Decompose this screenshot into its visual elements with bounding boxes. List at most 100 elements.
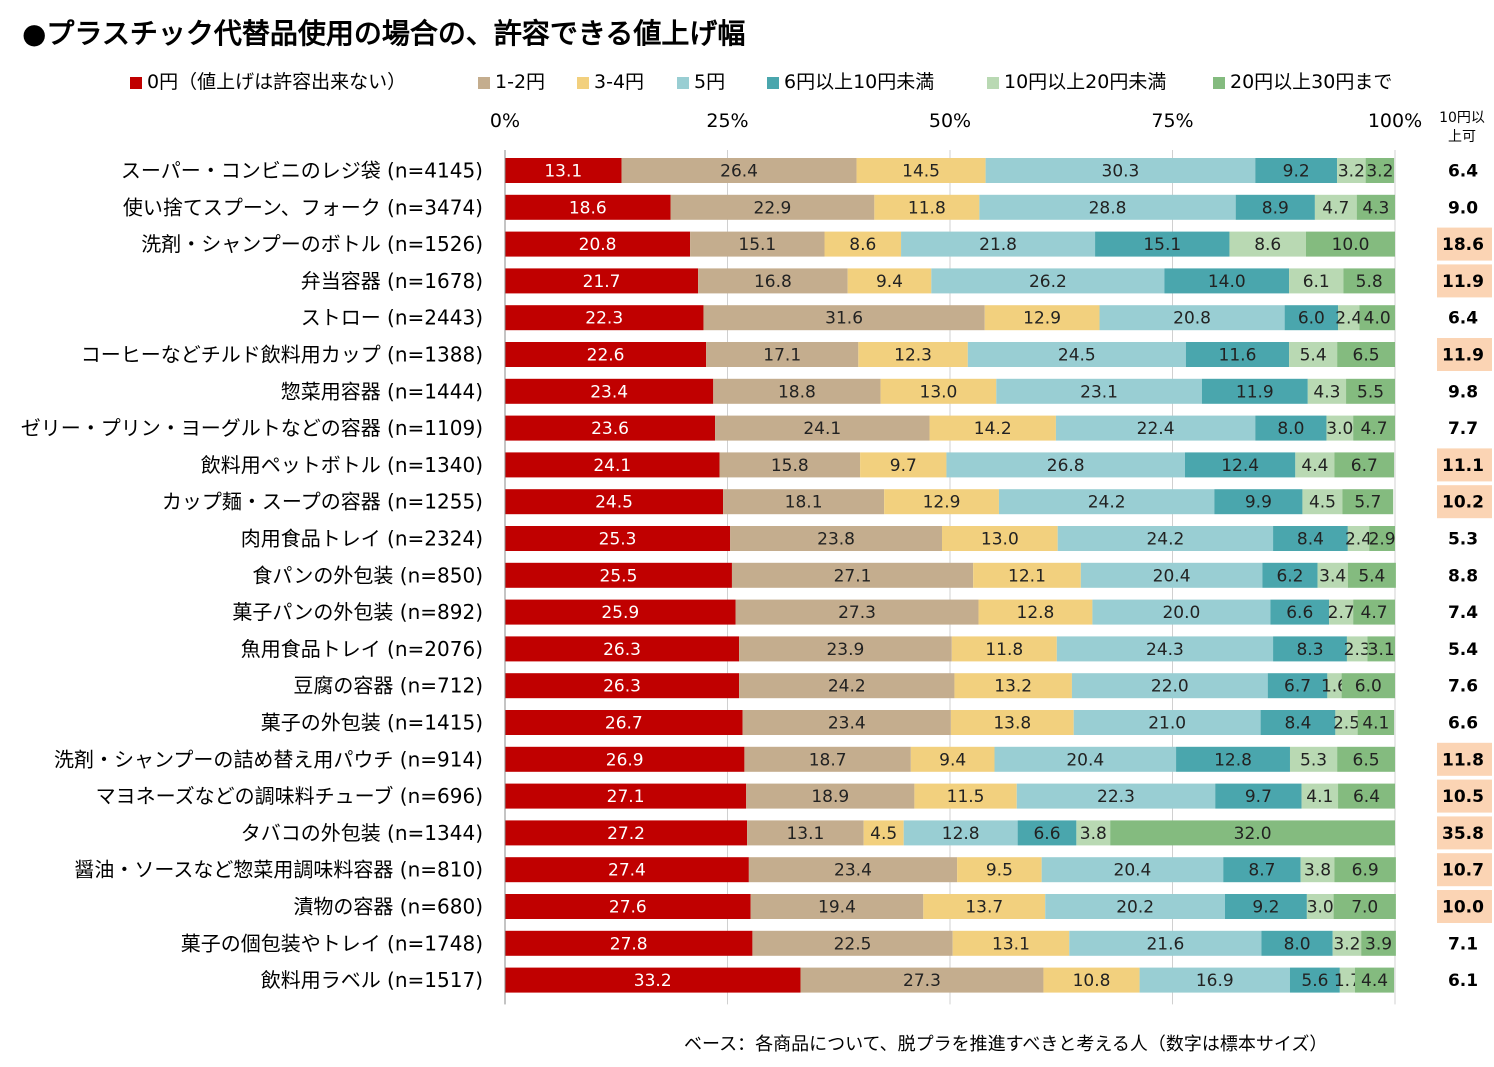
data-label: 18.8 (778, 382, 816, 402)
data-label: 4.7 (1322, 198, 1349, 218)
ten-yen-plus-value: 6.6 (1448, 714, 1478, 734)
ten-yen-plus-value: 8.8 (1448, 566, 1478, 586)
data-label: 4.7 (1361, 419, 1388, 439)
bar-segment (1289, 746, 1338, 772)
ten-yen-plus-value: 5.3 (1448, 530, 1478, 550)
data-label: 24.5 (1058, 346, 1096, 366)
data-label: 24.2 (1146, 530, 1184, 550)
data-label: 6.5 (1353, 750, 1380, 770)
category-label: 使い捨てスプーン、フォーク (n=3474) (123, 195, 483, 219)
data-label: 12.9 (923, 493, 961, 513)
data-label: 8.3 (1296, 640, 1323, 660)
data-label: 21.7 (583, 272, 621, 292)
data-label: 13.8 (993, 714, 1031, 734)
data-label: 9.7 (890, 456, 917, 476)
data-label: 8.9 (1262, 198, 1289, 218)
bar-segment (1342, 489, 1394, 515)
bar-segment (967, 342, 1186, 367)
bar-segment (954, 673, 1072, 699)
category-label: カップ麺・スープの容器 (n=1255) (162, 490, 483, 514)
data-label: 8.4 (1284, 714, 1311, 734)
bar-segment (994, 746, 1177, 772)
data-label: 27.3 (903, 971, 941, 991)
ten-yen-plus-value: 11.1 (1442, 456, 1484, 476)
x-tick-label: 50% (929, 110, 971, 132)
data-label: 20.8 (1173, 309, 1211, 329)
bar-segment (730, 526, 942, 551)
data-label: 1.7 (1334, 971, 1361, 991)
bar-segment (946, 452, 1185, 478)
data-label: 15.1 (1143, 235, 1181, 255)
bar-segment (690, 231, 825, 257)
highlight-cell (1437, 264, 1492, 298)
bar-segment (1329, 599, 1354, 625)
bar-segment (856, 158, 986, 183)
data-label: 6.9 (1352, 861, 1379, 881)
data-label: 11.8 (908, 198, 946, 218)
bar-segment (1354, 967, 1395, 993)
bar-segment (1334, 452, 1395, 478)
bar-segment (1361, 930, 1396, 956)
data-label: 9.2 (1252, 898, 1279, 918)
data-label: 11.8 (985, 640, 1023, 660)
bar-segment (1334, 857, 1396, 883)
bar-segment (858, 342, 968, 367)
bar-segment (985, 158, 1256, 183)
bar-segment (505, 452, 720, 478)
bar-segment (1229, 231, 1306, 257)
legend-swatch (767, 77, 779, 89)
bar-segment (1041, 857, 1224, 883)
data-label: 12.8 (1214, 750, 1252, 770)
bar-segment (505, 562, 732, 588)
data-label: 4.3 (1313, 382, 1340, 402)
data-label: 22.6 (587, 346, 625, 366)
ten-yen-plus-value: 10.7 (1442, 861, 1484, 881)
bar-segment (1255, 415, 1327, 441)
data-label: 12.4 (1221, 456, 1259, 476)
ten-yen-plus-value: 35.8 (1442, 824, 1484, 844)
data-label: 3.0 (1326, 419, 1353, 439)
legend-label: 10円以上20円未満 (1004, 71, 1166, 93)
data-label: 4.0 (1364, 309, 1391, 329)
data-label: 16.9 (1196, 971, 1234, 991)
data-label: 13.0 (981, 530, 1019, 550)
category-label: コーヒーなどチルド飲料用カップ (n=1388) (81, 343, 483, 367)
bar-segment (1261, 930, 1333, 956)
data-label: 2.4 (1345, 530, 1372, 550)
data-label: 24.3 (1146, 640, 1184, 660)
data-label: 23.6 (591, 419, 629, 439)
bar-segment (1353, 415, 1395, 441)
bar-segment (1176, 746, 1290, 772)
bar-segment (984, 305, 1100, 331)
data-label: 5.8 (1356, 272, 1383, 292)
category-label: 醤油・ソースなど惣菜用調味料容器 (n=810) (74, 858, 483, 882)
bar-segment (1359, 305, 1395, 331)
bar-segment (739, 636, 952, 662)
category-label: 洗剤・シャンプーのボトル (n=1526) (141, 232, 483, 256)
data-label: 22.3 (1097, 787, 1135, 807)
bar-segment (884, 489, 999, 515)
bar-segment (1306, 894, 1334, 919)
bar-segment (800, 967, 1044, 993)
data-label: 23.4 (590, 382, 628, 402)
legend-label: 1-2円 (495, 71, 545, 93)
data-label: 25.9 (601, 603, 639, 623)
legend-swatch (1213, 77, 1225, 89)
bar-segment (505, 930, 753, 956)
data-label: 3.2 (1333, 934, 1360, 954)
data-label: 2.4 (1335, 309, 1362, 329)
bar-segment (1164, 268, 1290, 294)
bar-segment (1201, 378, 1308, 404)
bar-segment (1353, 599, 1395, 625)
data-label: 5.5 (1357, 382, 1384, 402)
data-label: 23.4 (828, 714, 866, 734)
data-label: 26.8 (1047, 456, 1085, 476)
data-label: 7.0 (1351, 898, 1378, 918)
data-label: 12.1 (1008, 566, 1046, 586)
data-label: 4.4 (1361, 971, 1388, 991)
ten-yen-plus-value: 11.8 (1442, 750, 1484, 770)
bar-segment (998, 489, 1215, 515)
bar-segment (1314, 194, 1357, 220)
bar-segment (505, 305, 704, 331)
bar-segment (1223, 857, 1301, 883)
